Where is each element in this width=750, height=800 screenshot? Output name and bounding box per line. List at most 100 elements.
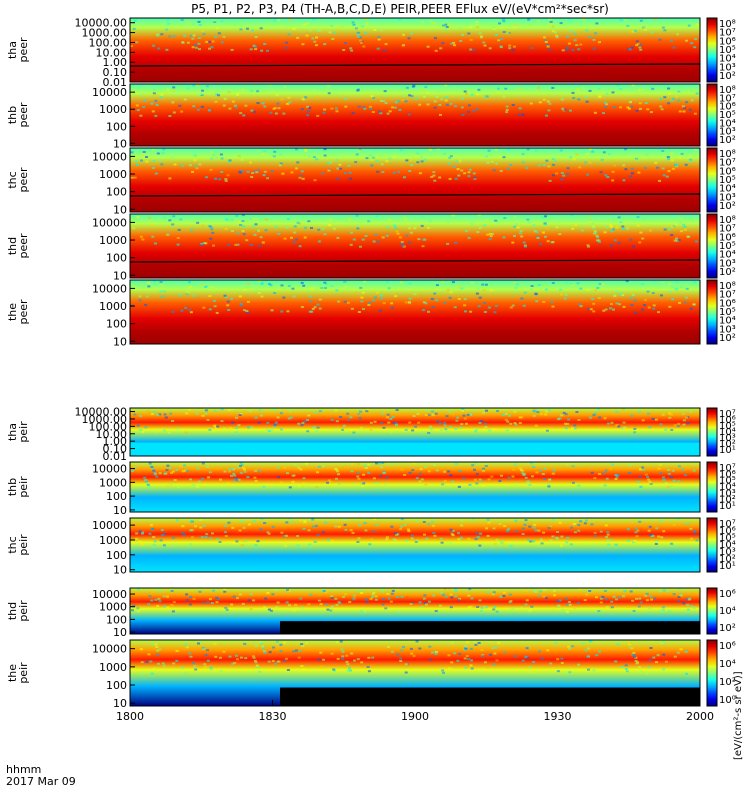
- low-energy-band: [280, 687, 700, 706]
- x-tick-label: 1930: [544, 710, 572, 723]
- y-tick-label: 0.01: [103, 76, 128, 89]
- colorbar: [706, 83, 718, 147]
- y-tick-label: 10000: [92, 216, 127, 229]
- spectrogram-thb-peer: [130, 84, 700, 146]
- colorbar-tick-label: 10⁰: [719, 695, 736, 706]
- y-tick-label: 1000: [99, 300, 127, 313]
- colorbar-tick-label: 10⁴: [719, 316, 736, 327]
- y-tick-label: 1000: [99, 168, 127, 181]
- y-tick-label: 100: [106, 252, 127, 265]
- colorbar-tick-label: 10⁵: [719, 241, 736, 252]
- colorbar-tick-label: 10²: [719, 267, 736, 278]
- panel-label: peer: [17, 233, 30, 259]
- colorbar-tick-label: 10²: [719, 677, 736, 688]
- panel-frame: [129, 17, 701, 83]
- x-tick-label: 1800: [116, 710, 144, 723]
- spectrogram-texture: [130, 148, 698, 182]
- y-tick-label: 1000.00: [82, 413, 128, 426]
- panel-frame: [129, 461, 701, 513]
- y-tick-label: 10: [113, 626, 127, 639]
- colorbar-tick-label: 10³: [719, 127, 736, 138]
- y-tick-label: 1.00: [103, 56, 128, 69]
- y-tick-label: 10.00: [96, 428, 128, 441]
- y-tick-label: 100: [106, 186, 127, 199]
- colorbar-tick-label: 10³: [719, 488, 736, 499]
- panel-label: peer: [17, 299, 30, 325]
- y-tick-label: 10.00: [96, 46, 128, 59]
- panel-label: tha: [6, 41, 19, 59]
- colorbar: [706, 279, 718, 345]
- colorbar-tick-label: 10²: [719, 554, 736, 565]
- y-tick-label: 1000.00: [82, 27, 128, 40]
- colorbar-tick-label: 10⁴: [719, 659, 736, 670]
- colorbar-tick-label: 10²: [719, 201, 736, 212]
- colorbar-tick-label: 10³: [719, 547, 736, 558]
- colorbar-tick-label: 10⁸: [719, 85, 736, 96]
- panel-label: thd: [6, 602, 19, 620]
- spectrogram-thc-peir: [130, 518, 700, 572]
- panel-frame: [129, 213, 701, 279]
- spectrogram-the-peer: [130, 280, 700, 344]
- panel-stack: 10000.001000.00100.0010.001.000.100.01th…: [6, 17, 736, 710]
- y-tick-label: 10000: [92, 519, 127, 532]
- colorbar-tick-label: 10⁴: [719, 118, 736, 129]
- colorbar-tick-label: 10⁸: [719, 215, 736, 226]
- colorbar: [706, 639, 718, 707]
- colorbar-tick-label: 10⁵: [719, 110, 736, 121]
- y-tick-label: 0.10: [103, 443, 128, 456]
- y-tick-label: 0.01: [103, 450, 128, 463]
- y-tick-label: 10000: [92, 282, 127, 295]
- colorbar-unit-label: [eV/(cm²-s sr eV)]: [733, 671, 744, 760]
- colorbar-tick-label: 10⁷: [719, 28, 736, 39]
- spectrogram-texture: [130, 18, 699, 52]
- y-tick-label: 100: [106, 679, 127, 692]
- y-tick-label: 10: [113, 335, 127, 348]
- panel-label: thc: [6, 536, 19, 553]
- spectrogram-texture: [130, 588, 696, 613]
- colorbar-tick-label: 10²: [719, 495, 736, 506]
- y-tick-label: 100: [106, 120, 127, 133]
- colorbar-tick-label: 10⁴: [719, 54, 736, 65]
- colorbar-tick-label: 10⁶: [719, 102, 736, 113]
- colorbar-tick-label: 10⁴: [719, 427, 736, 438]
- colorbar-tick-label: 10³: [719, 192, 736, 203]
- colorbar-tick-label: 10⁷: [719, 158, 736, 169]
- y-tick-label: 10000: [92, 463, 127, 476]
- colorbar-tick-label: 10⁸: [719, 281, 736, 292]
- spectrogram-thb-peir: [130, 462, 700, 512]
- y-tick-label: 1000: [99, 476, 127, 489]
- colorbar-tick-label: 10⁴: [719, 540, 736, 551]
- panel-label: peer: [17, 102, 30, 128]
- y-tick-label: 10: [113, 697, 127, 710]
- spectrogram-texture: [135, 84, 699, 117]
- y-tick-label: 10: [113, 203, 127, 216]
- panel-frame: [129, 407, 701, 457]
- x-tick-label: 2000: [686, 710, 714, 723]
- panel-label: peer: [17, 37, 30, 63]
- y-tick-label: 100: [106, 549, 127, 562]
- spacecraft-potential-line: [129, 193, 701, 197]
- colorbar-tick-label: 10⁶: [719, 469, 736, 480]
- spectrogram-texture: [130, 462, 696, 489]
- y-tick-label: 10: [113, 137, 127, 150]
- colorbar-tick-label: 10⁴: [719, 184, 736, 195]
- colorbar-tick-label: 10⁷: [719, 93, 736, 104]
- colorbar-tick-label: 10²: [719, 71, 736, 82]
- low-energy-band: [280, 621, 700, 634]
- panel-frame: [129, 147, 701, 213]
- y-tick-label: 0.10: [103, 66, 128, 79]
- y-tick-label: 100.00: [89, 36, 128, 49]
- panel-label: thb: [6, 106, 19, 124]
- colorbar: [706, 517, 718, 573]
- y-tick-label: 100.00: [89, 420, 128, 433]
- x-tick-label: 1900: [401, 710, 429, 723]
- y-tick-label: 10000: [92, 150, 127, 163]
- panel-label: the: [6, 664, 19, 682]
- panel-label: the: [6, 303, 19, 321]
